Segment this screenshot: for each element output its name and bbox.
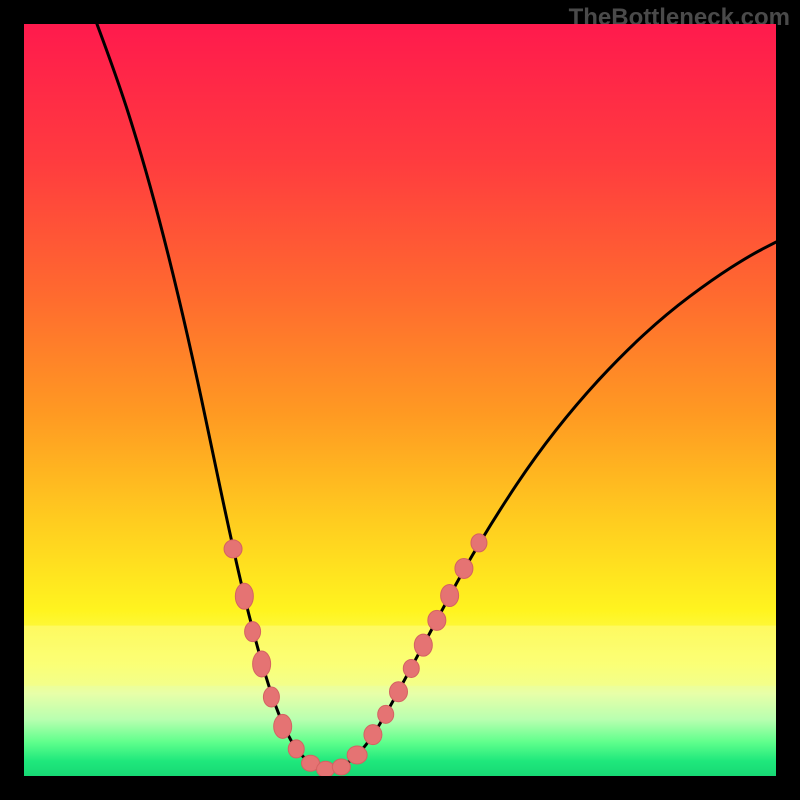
bead-marker — [364, 725, 382, 745]
bead-marker — [471, 534, 487, 552]
bead-marker — [455, 558, 473, 578]
bottleneck-chart — [24, 24, 776, 776]
bead-marker — [403, 659, 419, 677]
bead-marker — [317, 761, 335, 776]
bead-marker — [378, 705, 394, 723]
bead-marker — [235, 583, 253, 609]
bead-marker — [263, 687, 279, 707]
bead-marker — [347, 746, 367, 764]
bead-marker — [245, 622, 261, 642]
bead-marker — [224, 540, 242, 558]
bead-marker — [428, 610, 446, 630]
bead-marker — [288, 740, 304, 758]
highlight-band — [24, 626, 776, 686]
bead-marker — [389, 682, 407, 702]
bead-marker — [274, 714, 292, 738]
bead-marker — [253, 651, 271, 677]
bead-marker — [332, 759, 350, 775]
bead-marker — [414, 634, 432, 656]
bead-marker — [441, 585, 459, 607]
